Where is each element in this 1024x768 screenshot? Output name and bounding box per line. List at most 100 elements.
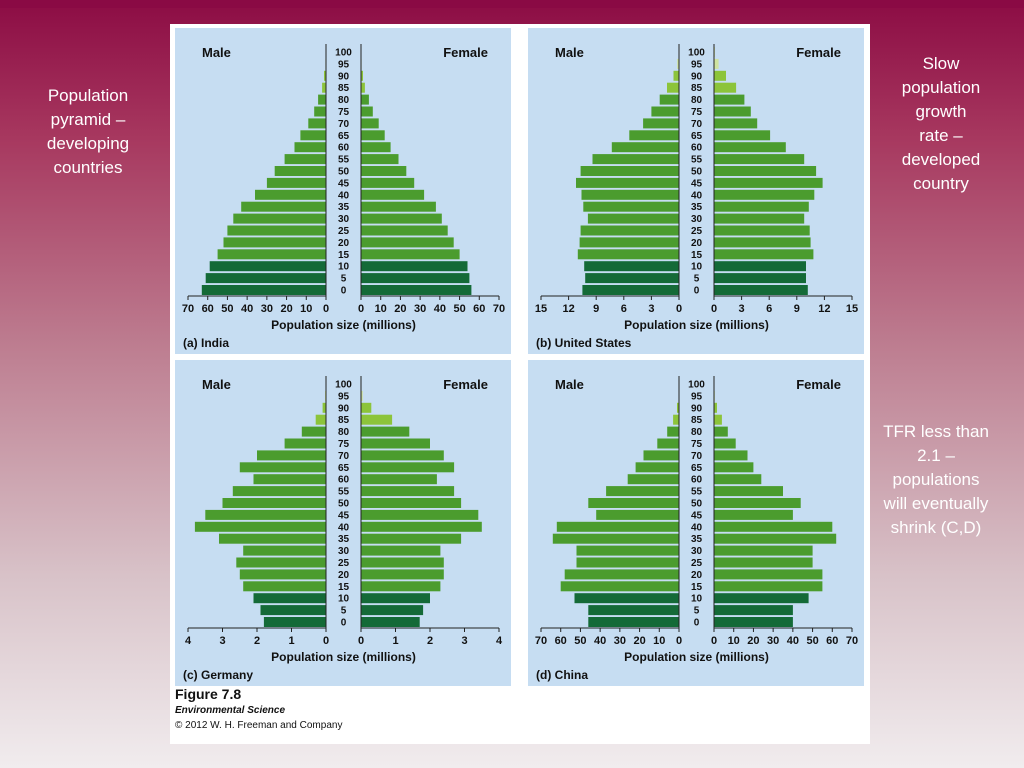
male-bar-age-10 xyxy=(574,593,679,604)
female-header-label: Female xyxy=(796,45,841,60)
x-tick-label: 0 xyxy=(711,635,717,647)
male-bar-age-40 xyxy=(194,521,326,532)
age-label: 40 xyxy=(691,522,703,533)
male-bar-age-0 xyxy=(588,617,679,627)
x-tick-label: 20 xyxy=(280,303,292,315)
age-label: 10 xyxy=(691,594,703,605)
female-bar-age-60 xyxy=(714,474,762,485)
male-bar-age-85 xyxy=(322,82,326,93)
x-tick-label: 50 xyxy=(574,635,586,647)
male-bar-age-5 xyxy=(205,273,326,284)
male-bar-age-20 xyxy=(564,569,679,580)
female-bar-age-30 xyxy=(361,545,441,556)
x-tick-label: 15 xyxy=(846,303,858,315)
age-label: 5 xyxy=(694,274,700,285)
male-bar-age-55 xyxy=(592,154,679,165)
age-label: 35 xyxy=(691,534,703,545)
age-label: 95 xyxy=(691,391,703,402)
panel-label: (b) United States xyxy=(536,336,632,350)
male-header-label: Male xyxy=(555,45,584,60)
female-bar-age-75 xyxy=(714,438,736,449)
male-bar-age-80 xyxy=(659,94,679,105)
male-bar-age-30 xyxy=(243,545,326,556)
female-bar-age-70 xyxy=(714,450,748,461)
female-bar-age-35 xyxy=(361,533,462,544)
male-bar-age-60 xyxy=(294,142,326,153)
female-bar-age-55 xyxy=(361,486,455,497)
female-bar-age-5 xyxy=(361,605,424,616)
x-tick-label: 30 xyxy=(261,303,273,315)
x-tick-label: 40 xyxy=(434,303,446,315)
x-tick-label: 10 xyxy=(300,303,312,315)
x-tick-label: 30 xyxy=(614,635,626,647)
age-label: 10 xyxy=(338,262,350,273)
male-bar-age-25 xyxy=(227,225,326,236)
age-label: 0 xyxy=(341,618,347,629)
male-bar-age-65 xyxy=(300,130,326,141)
male-bar-age-80 xyxy=(667,426,679,437)
age-label: 90 xyxy=(691,71,703,82)
female-bar-age-20 xyxy=(714,237,811,248)
female-bar-age-50 xyxy=(714,166,817,176)
male-bar-age-0 xyxy=(582,285,679,295)
pyramid-chart-india: Male Female051015202530354045505560657075… xyxy=(182,44,505,350)
x-tick-label: 4 xyxy=(496,635,503,647)
female-bar-age-15 xyxy=(714,249,814,260)
age-label: 65 xyxy=(338,131,350,142)
male-bar-age-65 xyxy=(635,462,679,473)
female-bar-age-70 xyxy=(361,118,379,129)
x-tick-label: 9 xyxy=(794,303,800,315)
male-header-label: Male xyxy=(202,377,231,392)
male-bar-age-55 xyxy=(284,154,326,165)
x-tick-label: 50 xyxy=(806,635,818,647)
age-label: 25 xyxy=(338,558,350,569)
male-bar-age-50 xyxy=(222,498,326,508)
male-bar-age-45 xyxy=(266,177,326,188)
female-bar-age-10 xyxy=(714,261,806,272)
age-label: 35 xyxy=(691,202,703,213)
age-label: 15 xyxy=(338,250,350,261)
panel-label: (c) Germany xyxy=(183,668,253,682)
age-label: 40 xyxy=(338,522,350,533)
female-bar-age-25 xyxy=(361,225,448,236)
x-tick-label: 30 xyxy=(767,635,779,647)
female-bar-age-25 xyxy=(361,557,444,568)
x-tick-label: 6 xyxy=(621,303,627,315)
female-bar-age-75 xyxy=(361,106,373,117)
x-tick-label: 1 xyxy=(288,635,294,647)
figure-caption: Figure 7.8 Environmental Science © 2012 … xyxy=(175,686,342,731)
pyramid-chart-germany: Male Female051015202530354045505560657075… xyxy=(183,376,503,682)
male-bar-age-40 xyxy=(556,521,679,532)
female-bar-age-10 xyxy=(714,593,809,604)
female-bar-age-30 xyxy=(714,545,813,556)
female-bar-age-65 xyxy=(361,130,385,141)
x-tick-label: 20 xyxy=(633,635,645,647)
female-bar-age-5 xyxy=(714,605,793,616)
female-bar-age-65 xyxy=(714,462,754,473)
female-bar-age-85 xyxy=(714,414,722,425)
male-bar-age-70 xyxy=(643,450,679,461)
female-bar-age-50 xyxy=(714,498,801,508)
age-label: 35 xyxy=(338,202,350,213)
x-tick-label: 60 xyxy=(202,303,214,315)
age-label: 45 xyxy=(691,510,703,521)
female-bar-age-80 xyxy=(714,94,745,105)
age-label: 45 xyxy=(338,178,350,189)
male-bar-age-85 xyxy=(667,82,679,93)
male-bar-age-25 xyxy=(580,225,679,236)
age-label: 0 xyxy=(341,286,347,297)
female-bar-age-15 xyxy=(714,581,823,592)
x-axis-title: Population size (millions) xyxy=(271,318,416,332)
female-bar-age-60 xyxy=(714,142,786,153)
male-bar-age-20 xyxy=(223,237,326,248)
x-tick-label: 6 xyxy=(766,303,772,315)
age-label: 95 xyxy=(338,59,350,70)
age-label: 60 xyxy=(691,475,703,486)
female-bar-age-70 xyxy=(361,450,444,461)
male-bar-age-75 xyxy=(651,106,679,117)
male-bar-age-0 xyxy=(263,617,326,627)
age-label: 30 xyxy=(338,546,350,557)
male-bar-age-45 xyxy=(576,177,679,188)
female-bar-age-65 xyxy=(714,130,771,141)
title-bar-strip xyxy=(0,0,1024,8)
